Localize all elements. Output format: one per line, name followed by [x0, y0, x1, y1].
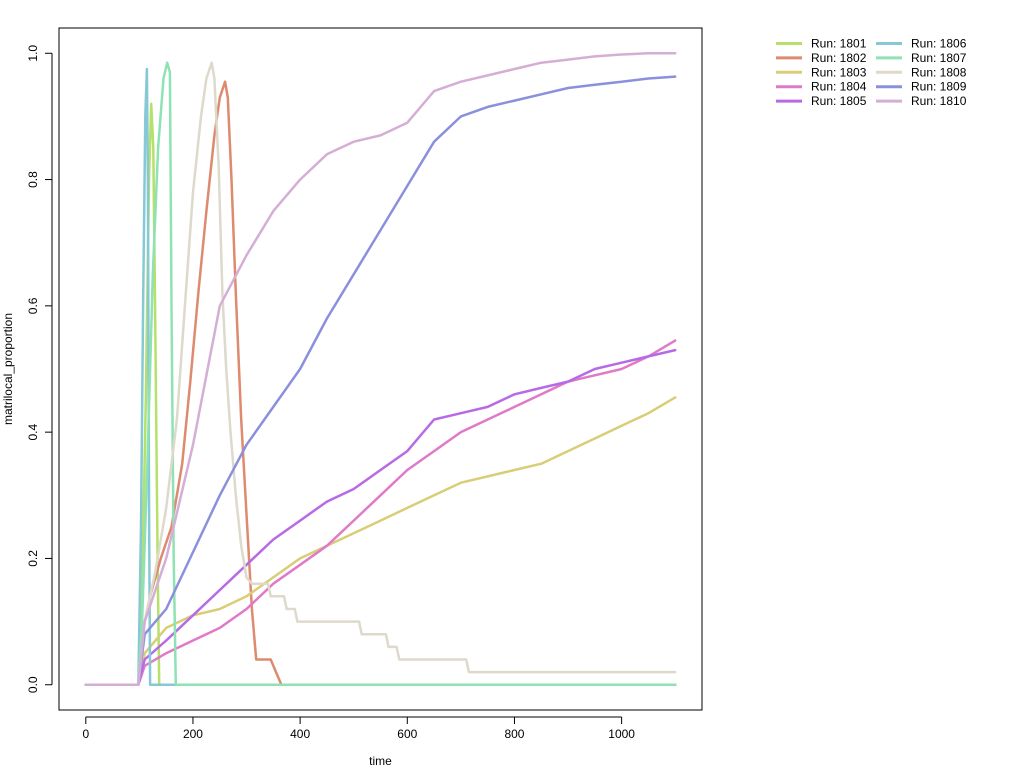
y-axis: 0.0 0.2 0.4 0.6 0.8 1.0 [26, 45, 53, 693]
y-tick-label: 0.0 [26, 676, 40, 693]
legend-label: Run: 1801 [811, 37, 867, 51]
x-tick-label: 600 [397, 727, 417, 741]
series-line-9 [84, 75, 677, 686]
series-line-6 [84, 67, 677, 686]
series-line-5 [84, 348, 677, 686]
plot-frame [58, 27, 703, 711]
y-tick-label: 0.4 [26, 423, 40, 440]
x-tick-label: 200 [183, 727, 203, 741]
y-axis-title: matrilocal_proportion [1, 313, 15, 425]
legend-label: Run: 1805 [811, 94, 867, 108]
legend-label: Run: 1802 [811, 51, 867, 65]
x-tick-label: 800 [504, 727, 524, 741]
legend-label: Run: 1803 [811, 65, 867, 79]
y-tick-label: 0.8 [26, 171, 40, 188]
legend-label: Run: 1807 [911, 51, 967, 65]
series-line-8 [84, 61, 677, 686]
series-line-1 [84, 102, 677, 686]
series-line-2 [84, 80, 677, 686]
series-line-10 [84, 52, 677, 686]
legend-label: Run: 1809 [911, 80, 967, 94]
legend-label: Run: 1810 [911, 94, 967, 108]
x-tick-label: 400 [290, 727, 310, 741]
legend-label: Run: 1806 [911, 37, 967, 51]
series-line-7 [84, 61, 677, 686]
x-tick-label: 1000 [608, 727, 635, 741]
series-layer [84, 52, 677, 686]
legend-label: Run: 1808 [911, 65, 967, 79]
x-axis: 0 200 400 600 800 1000 [82, 716, 635, 741]
x-tick-label: 0 [82, 727, 89, 741]
legend-label: Run: 1804 [811, 80, 867, 94]
x-axis-title: time [369, 754, 392, 768]
series-line-4 [84, 339, 677, 686]
y-tick-label: 0.2 [26, 550, 40, 567]
y-tick-label: 0.6 [26, 297, 40, 314]
series-line-3 [84, 396, 677, 686]
y-tick-label: 1.0 [26, 45, 40, 62]
